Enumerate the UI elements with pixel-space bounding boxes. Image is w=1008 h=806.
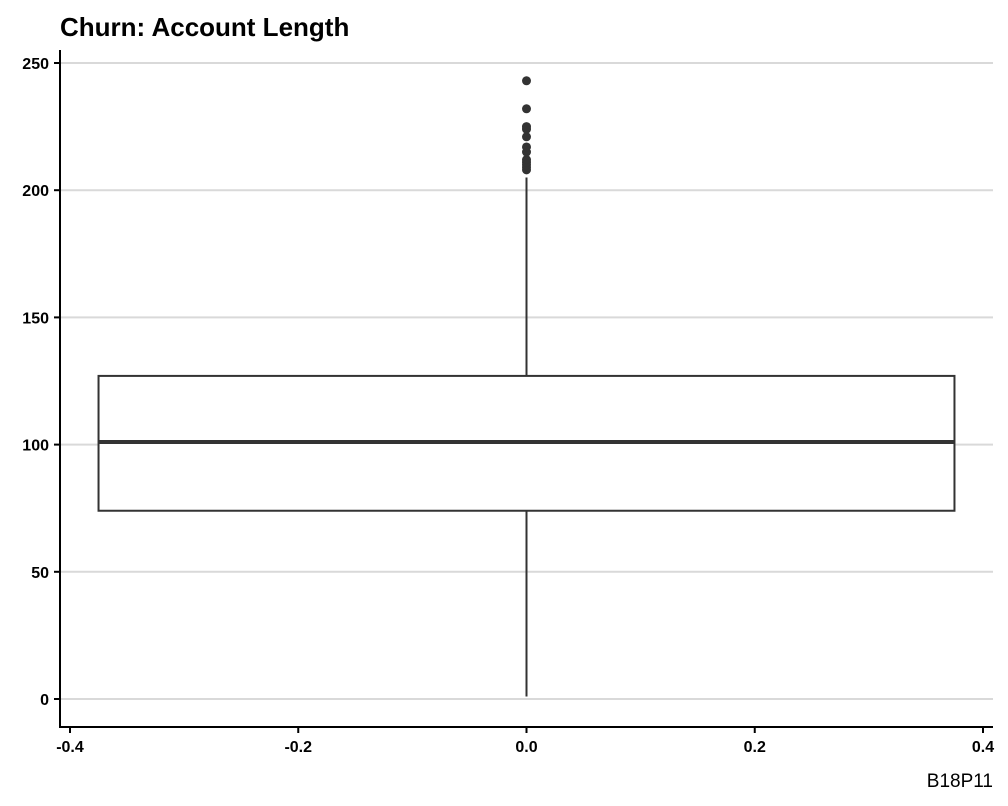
x-tick-label: 0.0: [515, 739, 537, 756]
outlier-point-9: [522, 122, 531, 132]
y-axis-ticks: 0 50 100 150 200 250: [22, 56, 60, 709]
x-tick-label: 0.4: [972, 739, 994, 756]
x-tick-label: 0.2: [744, 739, 766, 756]
box-plot: [97, 177, 956, 697]
y-tick-label: 150: [22, 310, 49, 327]
x-axis-ticks: -0.4 -0.2 0.0 0.2 0.4: [56, 727, 994, 756]
outlier-point-4: [522, 155, 531, 165]
outlier-point-11: [522, 76, 531, 86]
x-tick-label: -0.2: [284, 739, 312, 756]
y-tick-label: 50: [31, 565, 49, 582]
outlier-point-6: [522, 142, 531, 152]
outlier-point-7: [522, 132, 531, 142]
chart-title: Churn: Account Length: [60, 12, 349, 42]
x-tick-label: -0.4: [56, 739, 84, 756]
chart-caption: B18P11: [927, 771, 993, 792]
outlier-point-10: [522, 104, 531, 114]
outlier-points: [522, 76, 531, 175]
y-tick-label: 200: [22, 183, 49, 200]
y-tick-label: 100: [22, 438, 49, 455]
y-tick-label: 0: [40, 692, 49, 709]
y-tick-label: 250: [22, 56, 49, 73]
